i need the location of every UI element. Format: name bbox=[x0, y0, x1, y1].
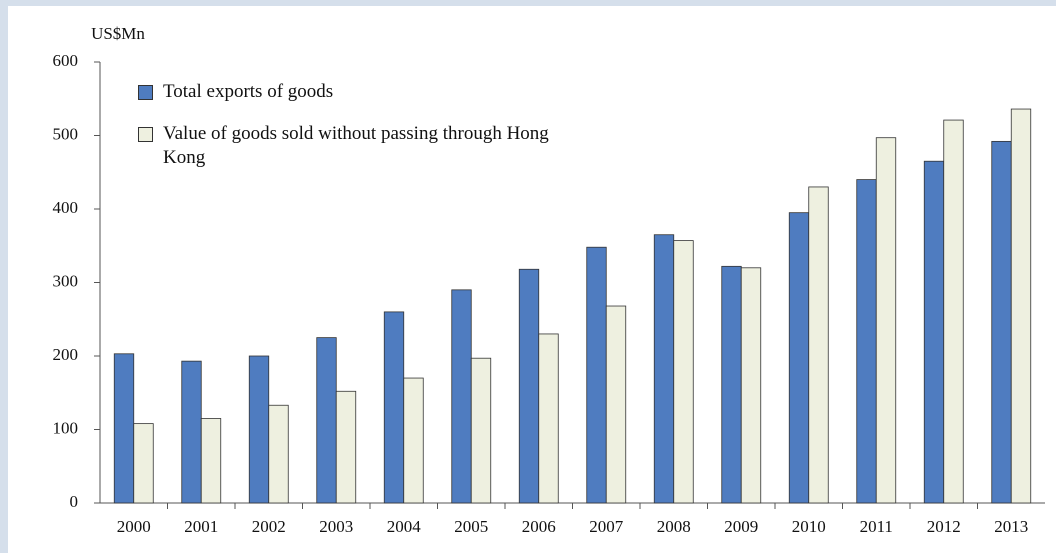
y-axis-label: US$Mn bbox=[91, 24, 145, 43]
x-tick-label: 2012 bbox=[927, 517, 961, 536]
y-tick-label: 400 bbox=[53, 198, 79, 217]
legend: Total exports of goods Value of goods sol… bbox=[138, 80, 583, 188]
x-tick-label: 2009 bbox=[724, 517, 758, 536]
x-tick-label: 2007 bbox=[589, 517, 624, 536]
bar bbox=[923, 160, 945, 504]
legend-item: Value of goods sold without passing thro… bbox=[138, 122, 583, 170]
x-tick-label: 2008 bbox=[657, 517, 691, 536]
bar bbox=[875, 137, 897, 504]
y-tick-label: 0 bbox=[70, 492, 79, 511]
y-tick-label: 100 bbox=[53, 418, 79, 437]
x-tick-label: 2000 bbox=[117, 517, 151, 536]
legend-item: Total exports of goods bbox=[138, 80, 583, 104]
bar bbox=[248, 355, 270, 504]
x-tick-label: 2005 bbox=[454, 517, 488, 536]
bar bbox=[470, 357, 492, 504]
x-tick-label: 2010 bbox=[792, 517, 826, 536]
x-tick-label: 2003 bbox=[319, 517, 353, 536]
bar bbox=[991, 140, 1012, 504]
bar bbox=[113, 353, 135, 504]
bar bbox=[518, 268, 540, 504]
y-tick-label: 200 bbox=[53, 345, 79, 364]
bar bbox=[740, 267, 762, 504]
bar bbox=[335, 390, 357, 504]
bar bbox=[451, 289, 472, 504]
bar bbox=[403, 377, 424, 504]
bar bbox=[383, 311, 405, 504]
bar bbox=[268, 404, 289, 504]
x-tick-label: 2004 bbox=[387, 517, 422, 536]
bar bbox=[181, 360, 202, 504]
bar bbox=[856, 179, 877, 504]
bar bbox=[133, 423, 154, 504]
bar bbox=[200, 418, 222, 504]
bar bbox=[316, 337, 337, 504]
bar bbox=[1010, 108, 1032, 504]
x-tick-label: 2002 bbox=[252, 517, 286, 536]
bar bbox=[721, 265, 742, 504]
x-tick-label: 2013 bbox=[994, 517, 1028, 536]
bar bbox=[538, 333, 559, 504]
bar bbox=[808, 186, 829, 504]
y-tick-label: 500 bbox=[53, 124, 79, 143]
x-tick-label: 2006 bbox=[522, 517, 556, 536]
legend-swatch bbox=[138, 127, 153, 142]
bar bbox=[943, 119, 964, 504]
legend-swatch bbox=[138, 85, 153, 100]
bar bbox=[586, 246, 607, 504]
legend-label: Value of goods sold without passing thro… bbox=[163, 123, 549, 168]
x-tick-label: 2001 bbox=[184, 517, 218, 536]
legend-label: Total exports of goods bbox=[163, 81, 334, 102]
bar bbox=[653, 234, 675, 504]
x-tick-label: 2011 bbox=[860, 517, 893, 536]
y-tick-label: 300 bbox=[53, 271, 79, 290]
bar bbox=[673, 240, 694, 504]
y-tick-label: 600 bbox=[53, 51, 79, 70]
bar bbox=[605, 305, 627, 504]
bar bbox=[788, 212, 810, 504]
